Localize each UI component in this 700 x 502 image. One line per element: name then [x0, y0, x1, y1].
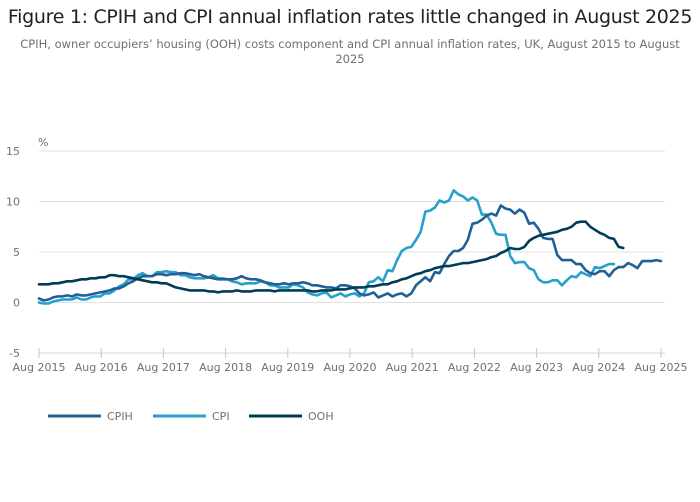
x-tick-label: Aug 2021: [386, 361, 439, 374]
x-tick-label: Aug 2019: [261, 361, 314, 374]
x-tick-label: Aug 2016: [75, 361, 128, 374]
x-tick-label: Aug 2025: [635, 361, 688, 374]
y-tick-label: -5: [9, 347, 20, 360]
chart-title: Figure 1: CPIH and CPI annual inflation …: [7, 6, 693, 28]
series-line-ooh[interactable]: [37, 220, 625, 294]
y-tick-label: 0: [13, 297, 20, 310]
x-tick-label: Aug 2018: [199, 361, 252, 374]
x-tick-label: Aug 2023: [510, 361, 563, 374]
legend-item-cpih[interactable]: CPIH: [48, 410, 133, 423]
x-tick-label: Aug 2020: [324, 361, 377, 374]
series-line-cpih[interactable]: [37, 204, 663, 302]
gridlines: [39, 150, 665, 303]
x-tick-label: Aug 2022: [448, 361, 501, 374]
legend-label: OOH: [308, 410, 334, 423]
x-axis: Aug 2015 Aug 2016 Aug 2017 Aug 2018 Aug 2019…: [13, 348, 688, 374]
y-axis-ticks: 15 10 5 0 -5: [6, 145, 20, 360]
legend-label: CPI: [212, 410, 230, 423]
x-tick-label: Aug 2017: [137, 361, 190, 374]
x-tick-label: Aug 2024: [572, 361, 625, 374]
series-lines: [37, 189, 663, 305]
legend-item-ooh[interactable]: OOH: [249, 410, 334, 423]
legend-label: CPIH: [107, 410, 133, 423]
y-tick-label: 10: [6, 196, 20, 209]
legend: CPIH CPI OOH: [48, 410, 334, 423]
x-tick-label: Aug 2015: [13, 361, 66, 374]
y-tick-label: 5: [13, 246, 20, 259]
y-tick-label: 15: [6, 145, 20, 158]
legend-item-cpi[interactable]: CPI: [153, 410, 230, 423]
chart-subtitle: CPIH, owner occupiers’ housing (OOH) cos…: [20, 37, 680, 66]
y-axis-unit-label: %: [38, 136, 48, 149]
